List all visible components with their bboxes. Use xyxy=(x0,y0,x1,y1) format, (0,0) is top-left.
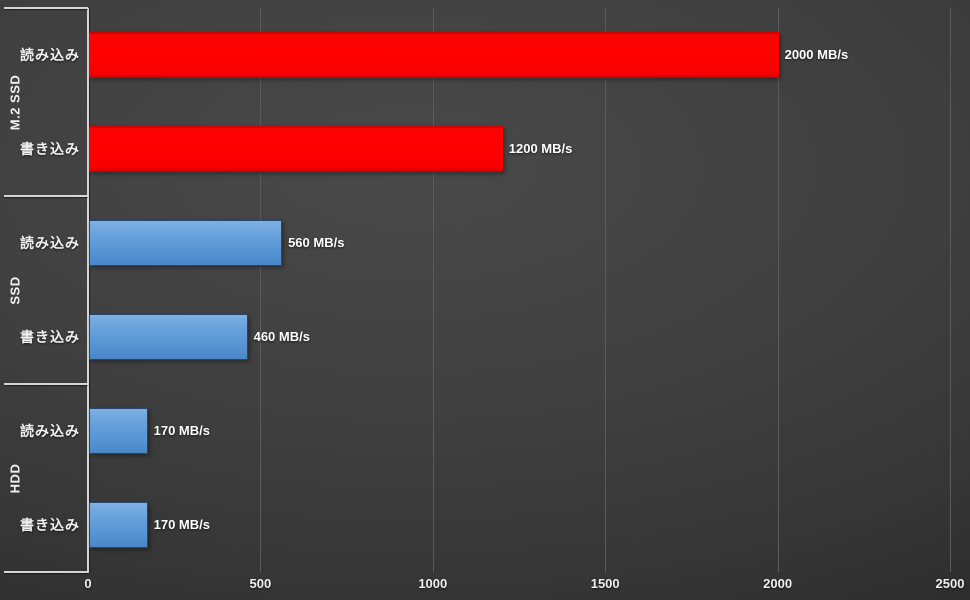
gridline-x-2500 xyxy=(950,8,951,572)
bar-hdd-0 xyxy=(89,408,148,454)
category-label: 読み込み xyxy=(20,47,80,63)
category-label: 読み込み xyxy=(20,235,80,251)
category-label: 読み込み xyxy=(20,423,80,439)
x-axis-tick-label: 2500 xyxy=(935,576,965,591)
category-label: 書き込み xyxy=(20,141,80,157)
group-label-text: M.2 SSD xyxy=(7,74,23,130)
bar-data-label: 460 MB/s xyxy=(253,329,310,344)
gridline-x-2000 xyxy=(777,8,779,572)
bar-data-label: 1200 MB/s xyxy=(508,141,573,156)
x-axis-tick-label: 1000 xyxy=(418,576,448,591)
group-separator-line xyxy=(4,195,88,197)
group-label-m-2-ssd: M.2 SSD xyxy=(2,8,28,196)
bar-ssd-1 xyxy=(89,314,248,360)
group-label-text: HDD xyxy=(7,463,23,493)
group-label-text: SSD xyxy=(7,275,23,305)
bar-data-label: 170 MB/s xyxy=(153,517,210,532)
bar-data-label: 2000 MB/s xyxy=(784,47,849,62)
group-separator-line xyxy=(4,571,88,573)
gridline-x-1500 xyxy=(605,8,607,572)
bar-ssd-0 xyxy=(89,220,283,266)
group-separator-line xyxy=(4,383,88,385)
bar-m-2-ssd-0 xyxy=(89,32,779,78)
bar-hdd-1 xyxy=(89,502,148,548)
category-axis-line xyxy=(87,8,89,573)
group-label-ssd: SSD xyxy=(2,196,28,384)
x-axis-tick-label: 1500 xyxy=(590,576,620,591)
bar-data-label: 170 MB/s xyxy=(153,423,210,438)
bar-data-label: 560 MB/s xyxy=(288,235,345,250)
group-separator-line xyxy=(4,7,88,9)
group-label-hdd: HDD xyxy=(2,384,28,572)
x-axis-tick-label: 500 xyxy=(249,576,272,591)
bar-m-2-ssd-1 xyxy=(89,126,503,172)
x-axis-tick-label: 0 xyxy=(84,576,92,591)
category-label: 書き込み xyxy=(20,329,80,345)
gridline-x-500 xyxy=(260,8,262,572)
x-axis-tick-label: 2000 xyxy=(763,576,793,591)
gridline-x-1000 xyxy=(432,8,434,572)
category-label: 書き込み xyxy=(20,517,80,533)
